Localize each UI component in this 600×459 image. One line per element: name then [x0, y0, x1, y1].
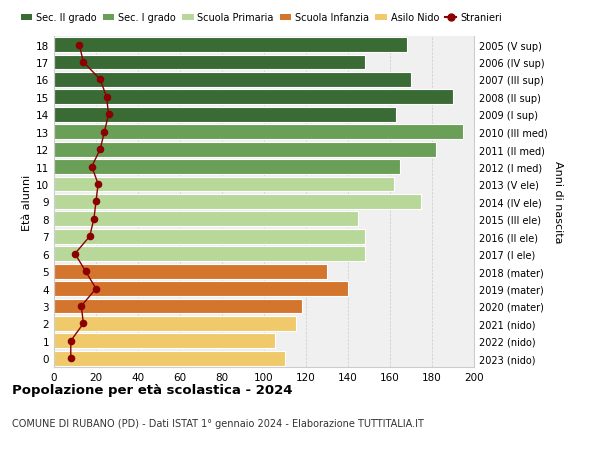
- Bar: [54, 230, 365, 244]
- Point: [79, 320, 88, 327]
- Point: [74, 42, 84, 49]
- Point: [70, 251, 80, 258]
- Point: [85, 233, 95, 241]
- Point: [89, 216, 99, 223]
- Bar: [54, 281, 348, 297]
- Point: [66, 337, 76, 345]
- Y-axis label: Età alunni: Età alunni: [22, 174, 32, 230]
- Point: [79, 59, 88, 67]
- Bar: [54, 195, 421, 209]
- Point: [80, 268, 91, 275]
- Point: [91, 285, 101, 292]
- Point: [100, 129, 109, 136]
- Legend: Sec. II grado, Sec. I grado, Scuola Primaria, Scuola Infanzia, Asilo Nido, Stran: Sec. II grado, Sec. I grado, Scuola Prim…: [17, 10, 506, 27]
- Bar: [54, 125, 463, 140]
- Point: [95, 77, 105, 84]
- Point: [87, 163, 97, 171]
- Bar: [54, 177, 394, 192]
- Point: [102, 94, 112, 101]
- Point: [104, 112, 113, 119]
- Bar: [54, 351, 285, 366]
- Bar: [54, 142, 436, 157]
- Bar: [54, 38, 407, 53]
- Bar: [54, 73, 411, 88]
- Bar: [54, 334, 275, 348]
- Y-axis label: Anni di nascita: Anni di nascita: [553, 161, 563, 243]
- Point: [91, 198, 101, 206]
- Text: COMUNE DI RUBANO (PD) - Dati ISTAT 1° gennaio 2024 - Elaborazione TUTTITALIA.IT: COMUNE DI RUBANO (PD) - Dati ISTAT 1° ge…: [12, 418, 424, 428]
- Point: [94, 181, 103, 188]
- Point: [66, 355, 76, 362]
- Bar: [54, 316, 296, 331]
- Bar: [54, 90, 453, 105]
- Bar: [54, 264, 327, 279]
- Bar: [54, 299, 302, 313]
- Bar: [54, 160, 401, 174]
- Point: [77, 302, 86, 310]
- Bar: [54, 107, 396, 123]
- Bar: [54, 56, 365, 70]
- Bar: [54, 247, 365, 262]
- Bar: [54, 212, 358, 227]
- Text: Popolazione per età scolastica - 2024: Popolazione per età scolastica - 2024: [12, 383, 293, 396]
- Point: [95, 146, 105, 153]
